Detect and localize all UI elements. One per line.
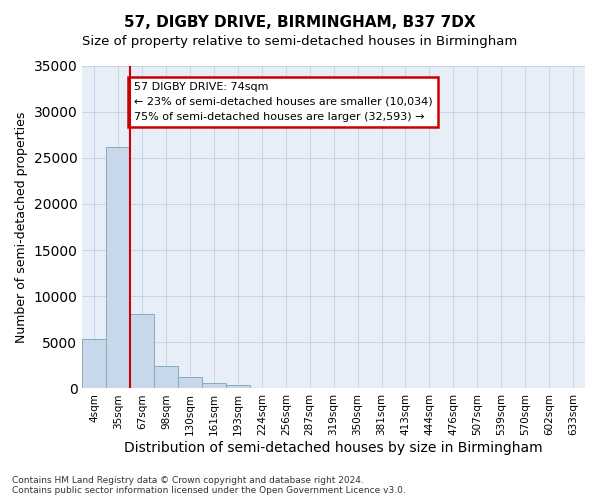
Bar [178,378,202,388]
Bar [154,366,178,388]
Text: Contains HM Land Registry data © Crown copyright and database right 2024.
Contai: Contains HM Land Registry data © Crown c… [12,476,406,495]
Bar [106,146,130,388]
Y-axis label: Number of semi-detached properties: Number of semi-detached properties [15,112,28,342]
Text: 57, DIGBY DRIVE, BIRMINGHAM, B37 7DX: 57, DIGBY DRIVE, BIRMINGHAM, B37 7DX [124,15,476,30]
Text: 57 DIGBY DRIVE: 74sqm
← 23% of semi-detached houses are smaller (10,034)
75% of : 57 DIGBY DRIVE: 74sqm ← 23% of semi-deta… [134,82,433,122]
Text: Size of property relative to semi-detached houses in Birmingham: Size of property relative to semi-detach… [82,35,518,48]
X-axis label: Distribution of semi-detached houses by size in Birmingham: Distribution of semi-detached houses by … [124,441,543,455]
Bar [130,314,154,388]
Bar [82,338,106,388]
Bar [226,385,250,388]
Bar [202,383,226,388]
